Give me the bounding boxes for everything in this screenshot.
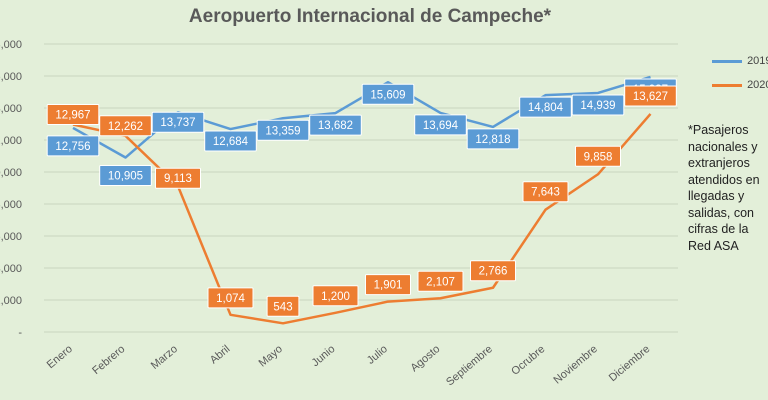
data-label-2020-box bbox=[155, 167, 201, 189]
data-label-2019: 12,756 bbox=[55, 141, 90, 153]
data-label-2019-box bbox=[414, 114, 467, 136]
data-label-2019-box bbox=[309, 114, 362, 136]
data-label-2019: 13,682 bbox=[318, 120, 353, 132]
data-label-2019: 13,737 bbox=[160, 117, 195, 129]
data-label-2020-box bbox=[417, 270, 464, 292]
x-tick-label: Julio bbox=[365, 343, 390, 367]
x-tick-label: Enero bbox=[45, 343, 75, 371]
series-line-2020 bbox=[72, 113, 652, 325]
x-tick-label: Ocrubre bbox=[509, 343, 547, 378]
data-label-2020: 13,627 bbox=[633, 91, 668, 103]
data-label-2019: 10,905 bbox=[108, 171, 143, 183]
data-label-2020: 1,200 bbox=[321, 291, 350, 303]
data-label-2019: 13,694 bbox=[423, 120, 459, 132]
x-tick-label: Septiembre bbox=[444, 343, 495, 388]
legend-item-2019: 2019 bbox=[712, 55, 768, 67]
data-label-2020-box bbox=[99, 115, 152, 137]
data-label-2019: 12,818 bbox=[475, 134, 510, 146]
data-label-2020: 12,967 bbox=[55, 110, 90, 122]
x-tick-label: Agosto bbox=[408, 343, 442, 374]
data-label-2019-box bbox=[46, 135, 100, 157]
x-tick-label: Junio bbox=[310, 343, 338, 369]
chart-title: Aeropuerto Internacional de Campeche* bbox=[188, 6, 552, 27]
data-label-2019: 12,684 bbox=[213, 136, 249, 148]
data-label-2019-box bbox=[151, 111, 205, 133]
legend-item-2020: 2020 bbox=[712, 79, 768, 91]
chart-footnote: *Pasajeros nacionales y extranjeros aten… bbox=[688, 123, 760, 253]
y-tick-label: 4,000 bbox=[0, 263, 22, 275]
x-tick-label: Noviembre bbox=[551, 343, 599, 386]
x-tick-label: Diciembre bbox=[607, 343, 653, 384]
legend-label-2020: 2020 bbox=[747, 79, 768, 91]
y-tick-label: - bbox=[18, 327, 22, 339]
x-tick-label: Febrero bbox=[90, 343, 127, 377]
data-label-2020-box bbox=[575, 145, 621, 167]
data-label-2019-box bbox=[571, 94, 625, 116]
legend-swatch-2019 bbox=[712, 59, 742, 63]
data-label-2020: 2,107 bbox=[426, 276, 455, 288]
data-label-2020-box bbox=[207, 287, 254, 309]
data-label-2020-box bbox=[470, 260, 516, 282]
data-label-2020: 1,901 bbox=[374, 280, 403, 292]
x-tick-label: Marzo bbox=[149, 343, 180, 372]
data-label-2019: 14,804 bbox=[528, 102, 564, 114]
data-label-2019: 13,359 bbox=[265, 125, 300, 137]
legend-label-2019: 2019 bbox=[747, 55, 768, 67]
data-label-2019: 14,939 bbox=[580, 100, 615, 112]
data-label-2019-box bbox=[99, 165, 152, 187]
data-label-2019-box bbox=[204, 130, 257, 152]
data-label-2020: 9,858 bbox=[584, 151, 613, 163]
data-label-2020: 543 bbox=[273, 301, 292, 313]
y-tick-label: 2,000 bbox=[0, 295, 22, 307]
data-label-2020-box bbox=[624, 85, 677, 107]
x-tick-label: Mayo bbox=[257, 343, 285, 369]
data-label-2019-box bbox=[519, 96, 572, 118]
y-tick-label: 6,000 bbox=[0, 231, 22, 243]
x-tick-label: Abril bbox=[208, 343, 233, 366]
data-label-2019-box bbox=[361, 83, 415, 105]
data-label-2019-box bbox=[466, 128, 520, 150]
y-tick-label: 10,000 bbox=[0, 167, 22, 179]
y-tick-label: 18,000 bbox=[0, 39, 22, 51]
data-label-2020-box bbox=[312, 285, 359, 307]
data-label-2020: 12,262 bbox=[108, 121, 143, 133]
y-tick-label: 12,000 bbox=[0, 135, 22, 147]
y-tick-label: 8,000 bbox=[0, 199, 22, 211]
y-tick-label: 14,000 bbox=[0, 103, 22, 115]
data-label-2020: 7,643 bbox=[531, 187, 560, 199]
data-label-2019: 15,609 bbox=[370, 89, 405, 101]
data-label-2020: 1,074 bbox=[216, 293, 245, 305]
data-label-2020-box bbox=[522, 181, 569, 203]
data-label-2020-box bbox=[46, 104, 100, 126]
data-label-2020-box bbox=[365, 274, 411, 296]
y-tick-label: 16,000 bbox=[0, 71, 22, 83]
legend-swatch-2020 bbox=[712, 83, 742, 87]
data-label-2020: 2,766 bbox=[479, 266, 508, 278]
data-label-2020-box bbox=[266, 295, 300, 317]
data-label-2019-box bbox=[256, 119, 310, 141]
data-label-2020: 9,113 bbox=[164, 173, 192, 185]
